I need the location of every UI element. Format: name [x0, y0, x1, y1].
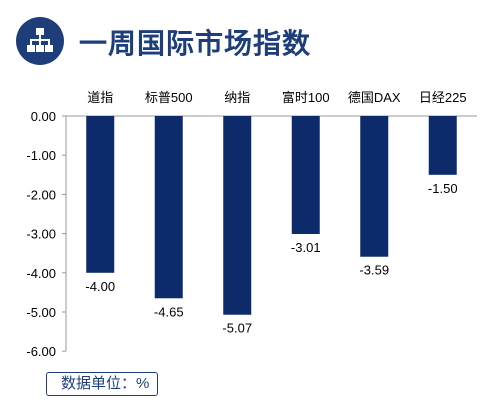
category-label: 富时100	[282, 90, 330, 105]
data-label: -3.01	[291, 240, 321, 255]
header: 一周国际市场指数	[0, 0, 500, 90]
y-tick-label: -5.00	[26, 305, 56, 320]
category-label: 纳指	[224, 90, 250, 105]
page-title: 一周国际市场指数	[79, 28, 312, 59]
y-tick-label: 0.00	[31, 109, 56, 124]
category-label: 标普500	[145, 90, 193, 105]
category-label: 道指	[87, 90, 113, 105]
y-tick-label: -6.00	[26, 344, 56, 359]
y-tick-label: -3.00	[26, 227, 56, 242]
category-label: 日经225	[419, 90, 467, 105]
hierarchy-icon	[16, 17, 64, 65]
y-tick-label: -1.00	[26, 148, 56, 163]
data-label: -4.00	[85, 279, 115, 294]
category-label: 德国DAX	[348, 90, 401, 105]
bar	[86, 116, 115, 273]
data-label: -5.07	[222, 321, 252, 336]
data-label: -4.65	[154, 304, 184, 319]
y-tick-label: -2.00	[26, 187, 56, 202]
bar	[291, 116, 320, 234]
bar	[154, 116, 183, 299]
data-label: -3.59	[359, 263, 389, 278]
data-label: -1.50	[428, 181, 458, 196]
unit-note: 数据单位：%	[46, 372, 158, 396]
bar	[428, 116, 457, 175]
y-tick-label: -4.00	[26, 266, 56, 281]
bar	[223, 116, 252, 315]
bar	[360, 116, 389, 257]
